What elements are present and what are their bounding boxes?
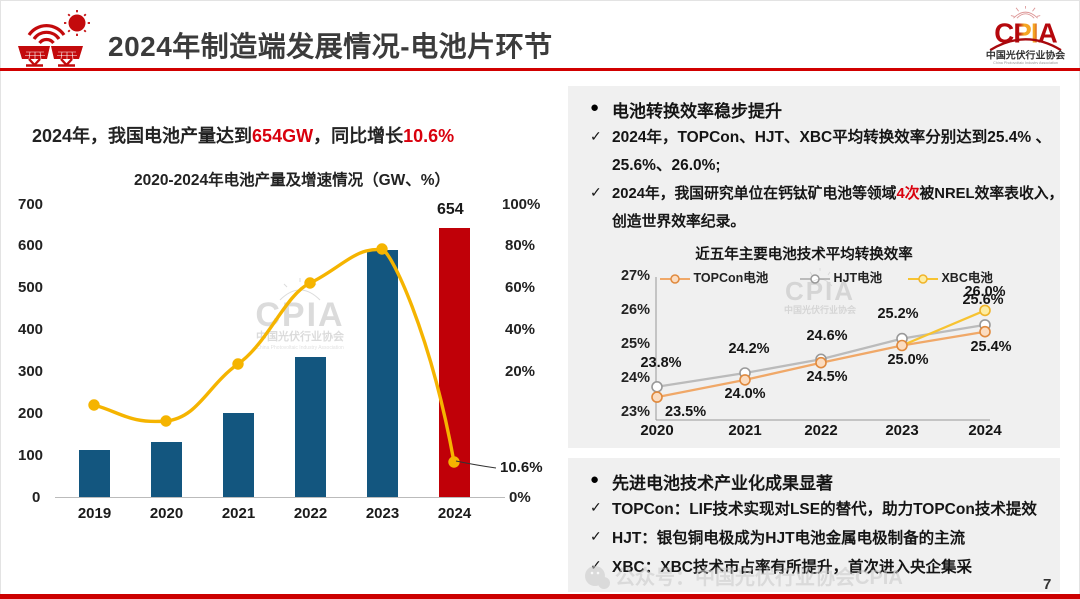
svg-text:2022: 2022 xyxy=(804,422,837,439)
svg-text:26%: 26% xyxy=(621,302,650,318)
svg-text:23.5%: 23.5% xyxy=(665,404,706,420)
svg-text:24.2%: 24.2% xyxy=(728,341,769,357)
svg-text:公众号：中国光伏行业协会CPIA: 公众号：中国光伏行业协会CPIA xyxy=(615,565,903,589)
svg-text:2024: 2024 xyxy=(968,422,1002,439)
svg-text:25%: 25% xyxy=(621,336,650,352)
svg-text:中国光伏行业协会: 中国光伏行业协会 xyxy=(784,304,857,315)
svg-text:23.8%: 23.8% xyxy=(640,355,681,371)
svg-text:25.4%: 25.4% xyxy=(970,339,1011,355)
svg-text:23%: 23% xyxy=(621,404,650,420)
svg-text:CPIA: CPIA xyxy=(785,276,855,306)
svg-text:2021: 2021 xyxy=(728,422,761,439)
svg-text:24.0%: 24.0% xyxy=(724,386,765,402)
svg-text:中国光伏行业协会: 中国光伏行业协会 xyxy=(986,49,1065,62)
svg-text:26.0%: 26.0% xyxy=(964,284,1005,300)
svg-text:2020: 2020 xyxy=(640,422,673,439)
svg-text:China Photovoltaic Industry As: China Photovoltaic Industry Association xyxy=(993,61,1058,64)
svg-text:24.6%: 24.6% xyxy=(806,328,847,344)
svg-text:24.5%: 24.5% xyxy=(806,369,847,385)
svg-text:25.0%: 25.0% xyxy=(887,352,928,368)
svg-text:24%: 24% xyxy=(621,370,650,386)
svg-text:27%: 27% xyxy=(621,268,650,284)
svg-text:25.2%: 25.2% xyxy=(877,306,918,322)
svg-text:2023: 2023 xyxy=(885,422,918,439)
